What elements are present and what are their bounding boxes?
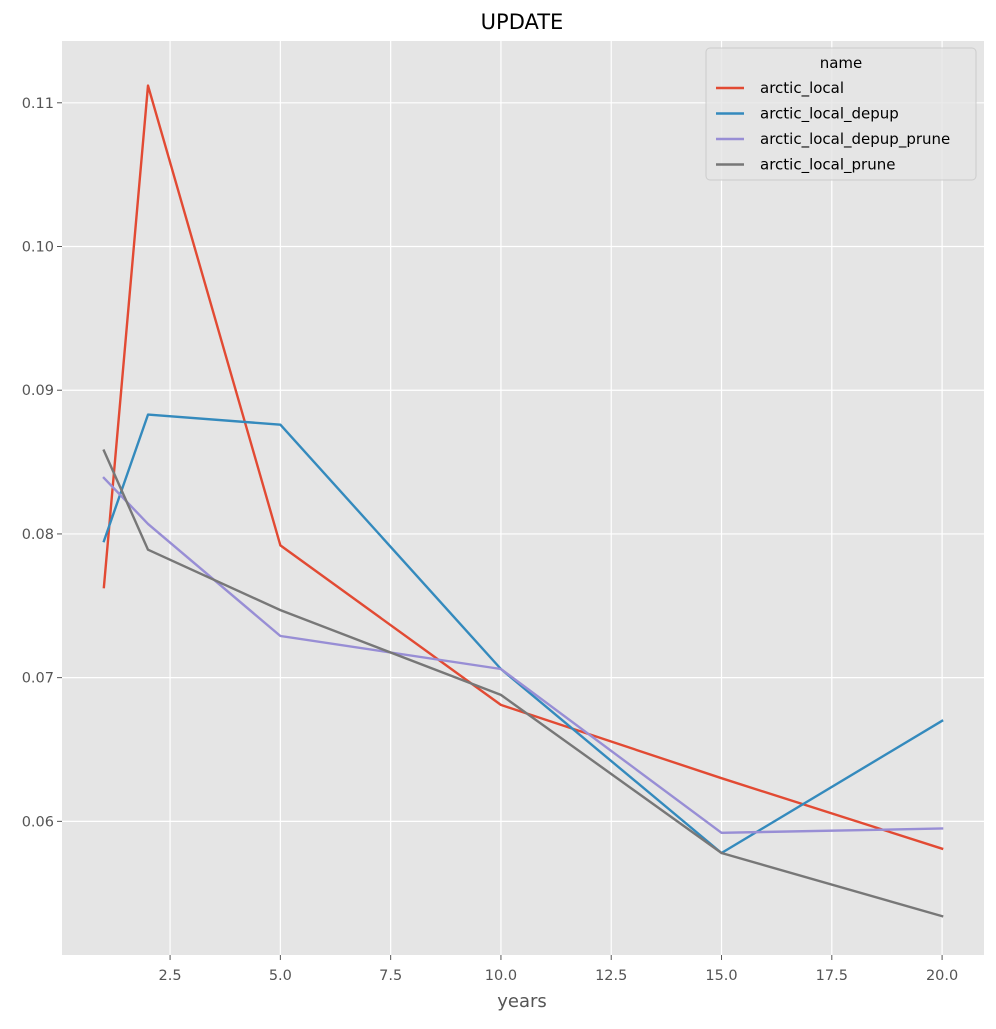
legend: name arctic_local arctic_local_depuparcti…: [706, 48, 976, 180]
legend-entry-label: arctic_local_depup: [760, 105, 899, 124]
x-tick-label: 2.5: [159, 968, 182, 984]
y-tick-label: 0.06: [22, 814, 54, 830]
x-tick-label: 5.0: [269, 968, 292, 984]
x-axis-label: years: [497, 991, 547, 1012]
legend-entry-label: arctic_local_prune: [760, 156, 895, 175]
y-tick-label: 0.11: [22, 96, 54, 112]
x-tick-label: 12.5: [595, 968, 627, 984]
x-axis-ticks: 2.5 5.0 7.5 10.0 12.5 15.0 17.5 20.0: [159, 955, 959, 984]
legend-entry-label: arctic_local: [760, 79, 844, 98]
x-tick-label: 17.5: [816, 968, 848, 984]
y-tick-label: 0.07: [22, 671, 54, 687]
y-axis-ticks: 0.06 0.07 0.08 0.09 0.10 0.11: [22, 96, 62, 831]
y-tick-label: 0.09: [22, 383, 54, 399]
legend-title: name: [820, 54, 863, 72]
x-tick-label: 10.0: [485, 968, 517, 984]
legend-entry-label: arctic_local_depup_prune: [760, 130, 950, 149]
x-tick-label: 15.0: [705, 968, 737, 984]
y-tick-label: 0.10: [22, 240, 54, 256]
y-tick-label: 0.08: [22, 527, 54, 543]
x-tick-label: 20.0: [926, 968, 958, 984]
chart-title: UPDATE: [481, 10, 564, 34]
x-tick-label: 7.5: [379, 968, 402, 984]
